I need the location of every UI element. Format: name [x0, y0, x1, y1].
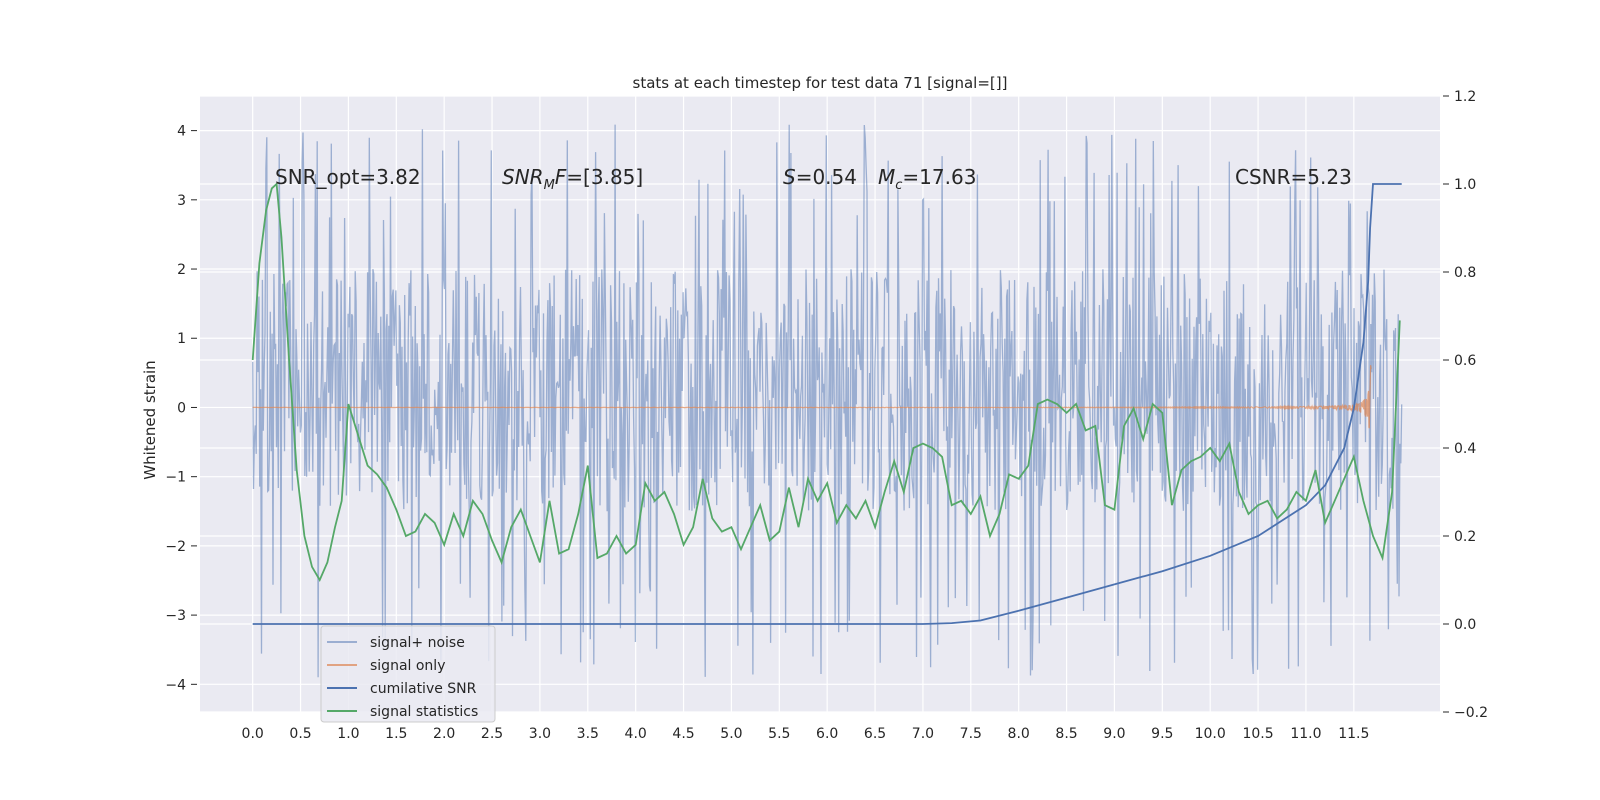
csnr-annotation: CSNR=5.23	[1235, 165, 1352, 189]
y-tick-label: 2	[177, 262, 186, 278]
y2-tick-label: 0.0	[1454, 617, 1476, 633]
x-tick-label: 1.5	[385, 726, 407, 742]
x-tick-label: 7.0	[912, 726, 934, 742]
y-tick-label: 4	[177, 124, 186, 140]
legend-box	[320, 625, 496, 723]
plot-area	[251, 124, 1403, 678]
x-tick-label: 8.0	[1008, 726, 1030, 742]
x-tick-label: 2.5	[481, 726, 503, 742]
y2-tick-label: 0.4	[1454, 441, 1476, 457]
chart-title: stats at each timestep for test data 71 …	[633, 74, 1008, 92]
y2-tick-label: 0.2	[1454, 529, 1476, 545]
y-tick-label: −2	[165, 539, 186, 555]
x-tick-label: 11.5	[1338, 726, 1369, 742]
x-tick-label: 7.5	[960, 726, 982, 742]
x-tick-label: 2.0	[433, 726, 455, 742]
x-tick-label: 6.0	[816, 726, 838, 742]
x-tick-label: 9.0	[1103, 726, 1125, 742]
y-tick-label: 3	[177, 193, 186, 209]
legend-label: signal only	[370, 658, 445, 674]
x-tick-label: 4.5	[672, 726, 694, 742]
x-tick-label: 6.5	[864, 726, 886, 742]
x-tick-label: 11.0	[1290, 726, 1321, 742]
legend-label: cumilative SNR	[370, 681, 477, 697]
series-signal-noise	[252, 124, 1403, 678]
x-tick-label: 3.5	[577, 726, 599, 742]
x-tick-label: 8.5	[1055, 726, 1077, 742]
series-cumulative-snr	[252, 183, 1402, 625]
x-tick-label: 1.0	[337, 726, 359, 742]
y-tick-label: −4	[165, 677, 186, 693]
y2-tick-label: 1.0	[1454, 177, 1476, 193]
snr-opt-annotation: SNR_opt=3.82	[275, 165, 421, 189]
left-axis: 4 3 2 1 0 −1 −2 −3 −4	[165, 124, 197, 693]
x-tick-label: 3.0	[529, 726, 551, 742]
y-axis-label: Whitened strain	[141, 360, 159, 479]
y2-tick-label: 1.2	[1454, 89, 1476, 105]
x-tick-label: 0.0	[242, 726, 264, 742]
x-tick-label: 10.5	[1242, 726, 1273, 742]
y-tick-label: −3	[165, 608, 186, 624]
x-tick-label: 10.0	[1195, 726, 1226, 742]
y2-tick-label: 0.6	[1454, 353, 1476, 369]
grid	[200, 95, 1440, 713]
stats-annotations: SNR_opt=3.82 SNRMF=[3.85] S=0.54 Mc=17.6…	[275, 165, 1352, 193]
legend-label: signal+ noise	[370, 635, 465, 651]
y-tick-label: 1	[177, 331, 186, 347]
y-tick-label: −1	[165, 470, 186, 486]
x-tick-label: 9.5	[1151, 726, 1173, 742]
s-annotation: S=0.54	[783, 165, 857, 189]
x-tick-label: 5.5	[768, 726, 790, 742]
y-tick-label: 0	[177, 400, 186, 416]
series-signal-only	[252, 365, 1372, 429]
series-signal-statistics	[251, 182, 1401, 582]
x-tick-label: 4.0	[625, 726, 647, 742]
legend-label: signal statistics	[370, 704, 478, 720]
mc-annotation: Mc=17.63	[878, 165, 976, 193]
x-axis: 0.0 0.5 1.0 1.5 2.0 2.5 3.0 3.5 4.0 4.5 5.0 5.5 6.0 6…	[242, 726, 1370, 742]
snr-mf-annotation: SNRMF=[3.85]	[502, 165, 643, 193]
y2-tick-label: −0.2	[1454, 705, 1488, 721]
legend: signal+ noise signal only cumilative SNR si…	[320, 625, 496, 723]
right-axis: 1.2 1.0 0.8 0.6 0.4 0.2 0.0 −0.2	[1443, 89, 1488, 721]
y2-tick-label: 0.8	[1454, 265, 1476, 281]
x-tick-label: 5.0	[720, 726, 742, 742]
x-tick-label: 0.5	[289, 726, 311, 742]
